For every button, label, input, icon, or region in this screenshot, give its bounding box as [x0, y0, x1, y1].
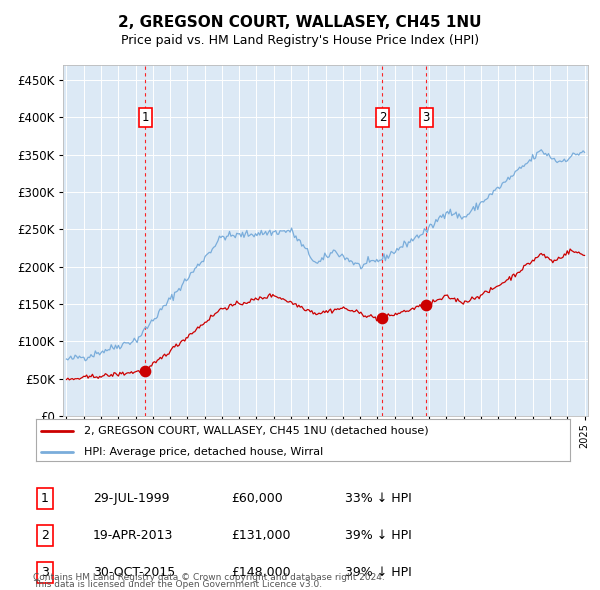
Text: 1: 1: [142, 111, 149, 124]
Text: £60,000: £60,000: [231, 492, 283, 505]
Text: 2, GREGSON COURT, WALLASEY, CH45 1NU: 2, GREGSON COURT, WALLASEY, CH45 1NU: [118, 15, 482, 30]
Text: Price paid vs. HM Land Registry's House Price Index (HPI): Price paid vs. HM Land Registry's House …: [121, 34, 479, 47]
Text: This data is licensed under the Open Government Licence v3.0.: This data is licensed under the Open Gov…: [33, 580, 322, 589]
Point: [377, 313, 387, 323]
Text: 2: 2: [379, 111, 386, 124]
Point: [421, 301, 431, 310]
Text: 29-JUL-1999: 29-JUL-1999: [93, 492, 170, 505]
Text: 2: 2: [41, 529, 49, 542]
Text: 1: 1: [41, 492, 49, 505]
Text: 30-OCT-2015: 30-OCT-2015: [93, 566, 175, 579]
Text: HPI: Average price, detached house, Wirral: HPI: Average price, detached house, Wirr…: [84, 447, 323, 457]
Text: 19-APR-2013: 19-APR-2013: [93, 529, 173, 542]
Point: [140, 366, 150, 376]
Text: 3: 3: [422, 111, 430, 124]
Text: 39% ↓ HPI: 39% ↓ HPI: [345, 566, 412, 579]
Text: 33% ↓ HPI: 33% ↓ HPI: [345, 492, 412, 505]
Text: £148,000: £148,000: [231, 566, 290, 579]
Text: 2, GREGSON COURT, WALLASEY, CH45 1NU (detached house): 2, GREGSON COURT, WALLASEY, CH45 1NU (de…: [84, 426, 428, 436]
Text: £131,000: £131,000: [231, 529, 290, 542]
Text: Contains HM Land Registry data © Crown copyright and database right 2024.: Contains HM Land Registry data © Crown c…: [33, 573, 385, 582]
Text: 3: 3: [41, 566, 49, 579]
Text: 39% ↓ HPI: 39% ↓ HPI: [345, 529, 412, 542]
